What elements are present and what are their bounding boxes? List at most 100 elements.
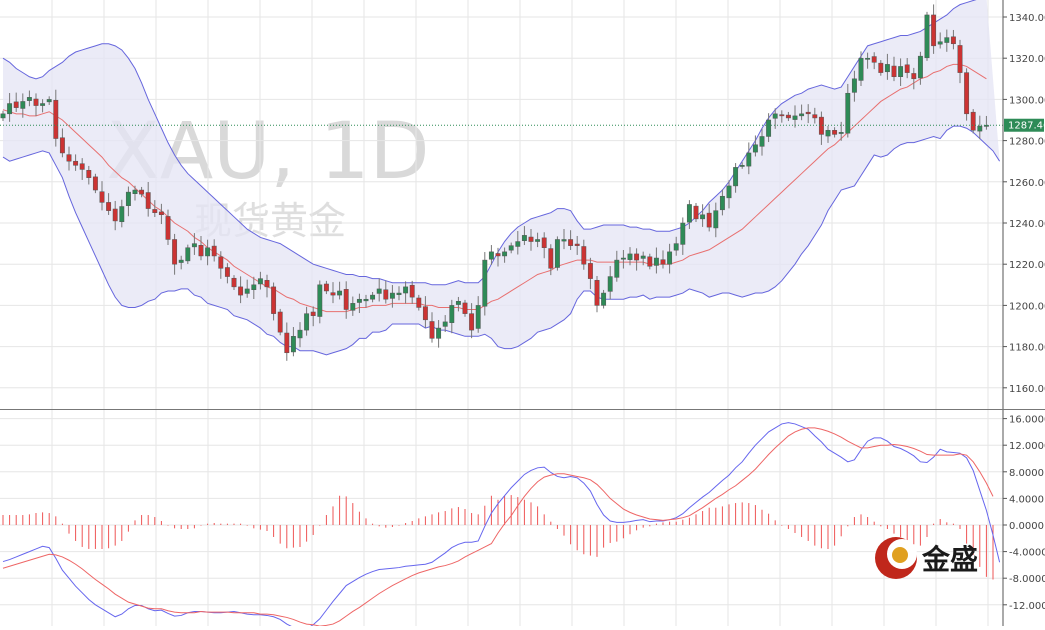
candle-up [759, 136, 765, 147]
macd-tick-label: 0.0000 [1009, 521, 1044, 532]
macd-tick-label: -8.0000 [1009, 574, 1045, 585]
price-tick-label: 1220.00 [1009, 260, 1045, 271]
price-tick-label: 1260.00 [1009, 178, 1045, 189]
candle-up [40, 103, 46, 106]
candle-down [647, 256, 653, 267]
candle-down [112, 208, 118, 222]
candle-up [977, 125, 983, 132]
candle-down [429, 321, 435, 339]
candle-up [686, 204, 692, 223]
candle-up [601, 292, 607, 306]
candle-up [898, 66, 904, 77]
logo-text: 金盛 [921, 543, 978, 576]
candle-up [119, 206, 125, 223]
candle-up [937, 41, 943, 45]
candle-up [251, 284, 257, 290]
candle-down [330, 292, 336, 296]
candle-down [264, 280, 270, 288]
candle-up [304, 313, 310, 331]
candle-up [884, 64, 890, 73]
candle-down [73, 160, 79, 166]
macd-tick-label: -12.0000 [1009, 601, 1045, 612]
candle-down [581, 246, 587, 265]
candle-up [337, 290, 343, 296]
candle-up [858, 57, 864, 81]
candle-down [495, 253, 501, 257]
candle-up [917, 55, 923, 79]
candle-up [482, 259, 488, 307]
candle-down [904, 64, 910, 73]
macd-tick-label: 8.0000 [1009, 468, 1044, 479]
candle-down [231, 277, 237, 288]
candle-down [139, 189, 145, 195]
candle-down [92, 176, 98, 191]
candle-up [746, 152, 752, 167]
candle-down [462, 302, 468, 314]
candle-down [99, 191, 105, 203]
candle-down [79, 163, 85, 170]
jinsheng-logo: 金盛 [875, 537, 978, 579]
candle-down [198, 244, 204, 257]
candle-down [964, 72, 970, 115]
macd-lines [2, 422, 1001, 630]
candle-up [515, 241, 521, 247]
candle-down [818, 116, 824, 135]
candle-up [20, 101, 26, 109]
candle-up [436, 327, 442, 339]
candle-down [323, 283, 329, 292]
candle-down [66, 154, 72, 162]
candle-up [851, 78, 857, 93]
candle-down [891, 65, 897, 77]
candle-down [33, 98, 39, 106]
last-price-label: 1287.46 [1004, 118, 1045, 132]
candlesticks [0, 4, 989, 361]
candle-up [488, 251, 494, 260]
candle-down [310, 311, 316, 316]
candle-down [957, 45, 963, 73]
macd-histogram [2, 495, 994, 580]
candle-down [871, 56, 877, 63]
candle-up [191, 243, 197, 248]
candle-down [172, 239, 178, 265]
candle-up [653, 257, 659, 266]
candle-up [838, 132, 844, 134]
candle-down [706, 212, 712, 228]
candle-up [205, 247, 211, 257]
price-tick-label: 1200.00 [1009, 301, 1045, 312]
candle-down [422, 306, 428, 321]
bollinger-middle-line [2, 63, 987, 313]
candle-down [950, 36, 956, 45]
candle-up [26, 97, 32, 101]
price-tick-label: 1180.00 [1009, 343, 1045, 354]
candle-up [845, 92, 851, 134]
candle-up [449, 305, 455, 323]
candle-up [792, 115, 798, 120]
candle-down [145, 192, 151, 209]
candle-up [297, 329, 303, 339]
candle-up [752, 144, 758, 153]
candle-up [403, 286, 409, 294]
candle-up [673, 243, 679, 251]
candle-up [363, 298, 369, 302]
price-tick-label: 1280.00 [1009, 137, 1045, 148]
price-tick-label: 1340.00 [1009, 13, 1045, 24]
macd-line [2, 422, 1001, 630]
candle-up [733, 167, 739, 187]
candle-up [535, 239, 541, 242]
candle-down [469, 313, 475, 331]
candle-up [396, 292, 402, 295]
candle-up [726, 185, 732, 199]
candle-down [238, 286, 244, 296]
candle-up [713, 210, 719, 229]
candle-up [614, 259, 620, 278]
bollinger-bands [2, 0, 1001, 356]
candle-down [634, 253, 640, 261]
candle-down [277, 311, 283, 333]
candle-up [7, 103, 13, 115]
candle-up [700, 214, 706, 220]
candle-up [680, 222, 686, 245]
candle-down [106, 202, 112, 211]
last-price-box [1004, 118, 1044, 132]
